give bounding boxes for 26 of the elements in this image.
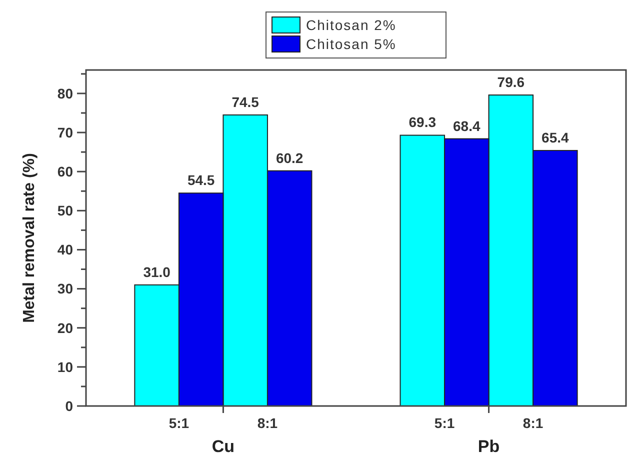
x-tick-label: 8:1 [522,415,544,431]
y-tick-label: 50 [57,202,74,219]
y-tick-label: 30 [57,280,74,297]
data-label: 68.4 [453,118,480,134]
x-tick-label: 8:1 [257,415,278,431]
text: Pb [478,437,500,456]
y-axis-title: Metal removal rate (%) [21,153,38,323]
y-tick-label: 10 [57,358,74,375]
y-tick-label: 80 [57,85,74,102]
y-tick-label: 20 [57,320,74,336]
data-label: 65.4 [542,129,570,146]
data-label: 69.3 [408,114,436,130]
y-tick-label: 70 [57,124,74,140]
y-tick-label: 60 [57,163,74,180]
data-label: 60.2 [276,150,304,166]
x-tick-label: 5:1 [168,415,190,431]
legend-label: Chitosan 2% [306,17,396,33]
data-label: 79.6 [497,74,525,90]
y-tick-label: 0 [65,398,74,414]
data-label: 31.0 [143,264,171,280]
text: Cu [212,437,235,456]
y-tick-label: 40 [57,242,74,258]
data-label: 54.5 [187,172,215,188]
legend-label: Chitosan 5% [306,36,396,52]
data-label: 74.5 [232,94,260,110]
x-tick-label: 5:1 [434,415,455,431]
